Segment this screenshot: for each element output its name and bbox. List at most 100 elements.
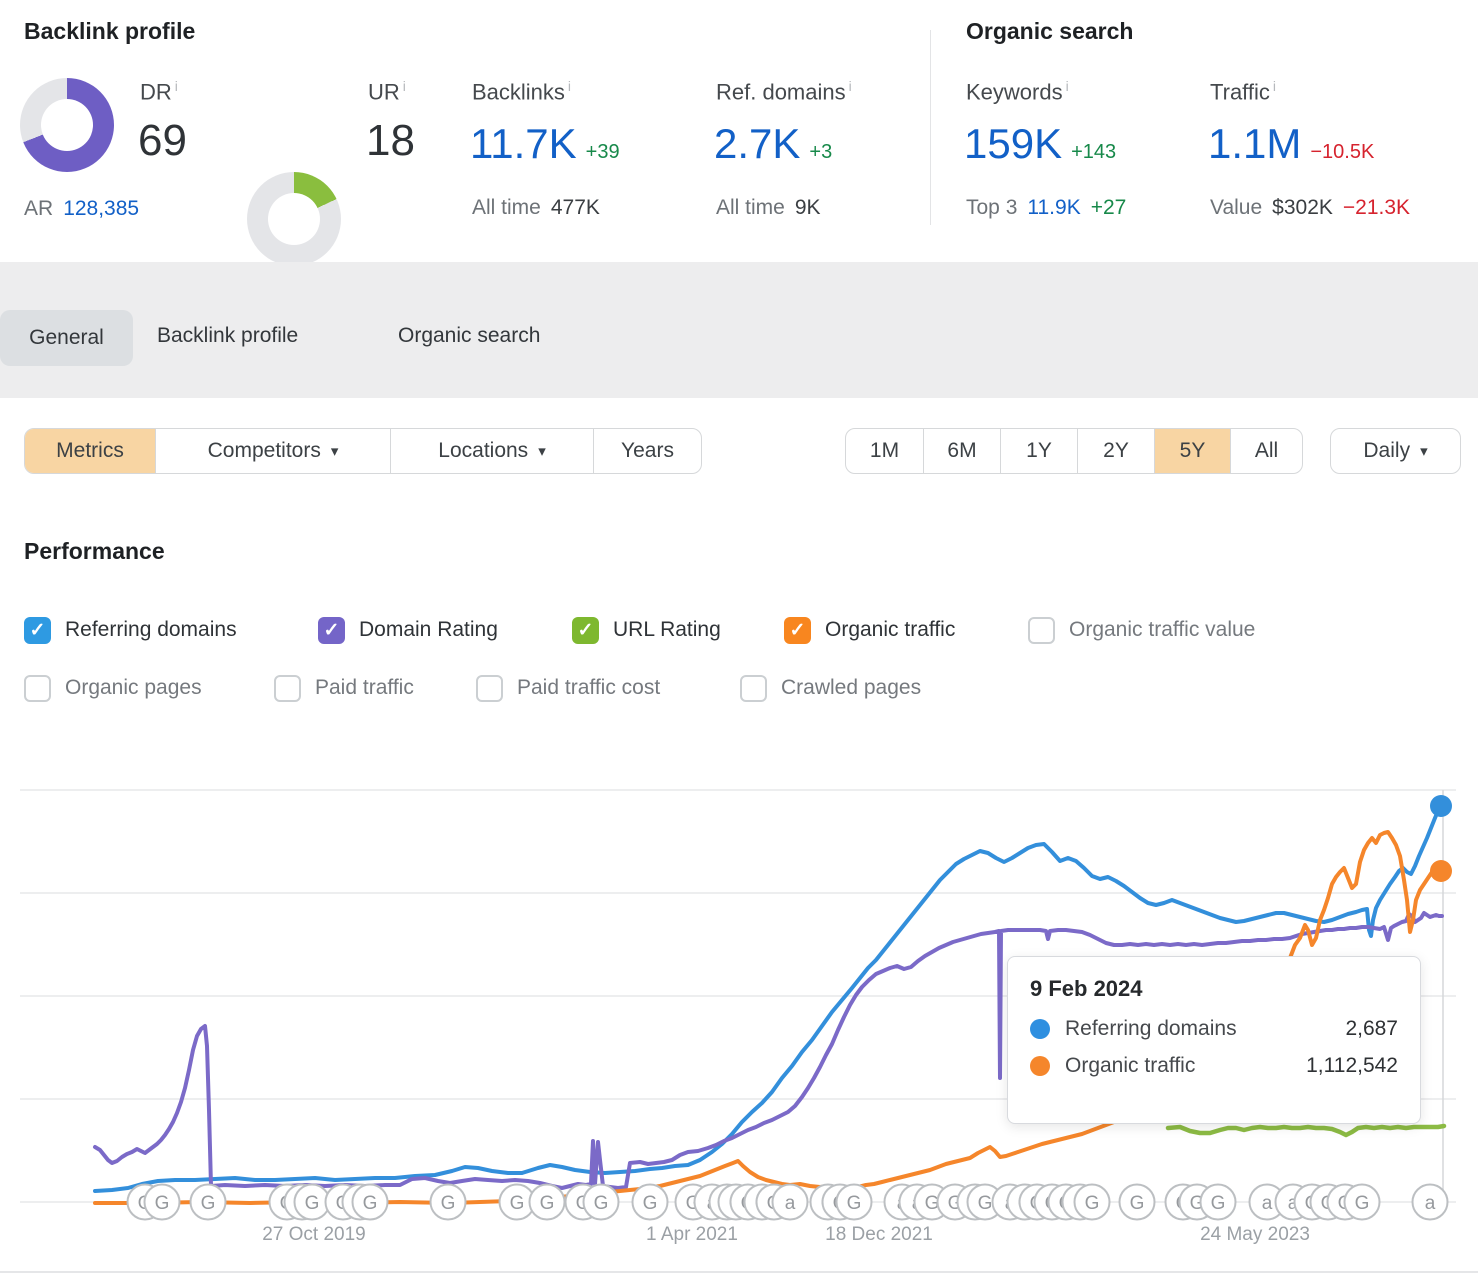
- performance-title: Performance: [24, 538, 165, 564]
- url-rating-donut: [247, 172, 341, 266]
- page-divider: [0, 1271, 1478, 1273]
- chevron-down-icon: ▾: [330, 443, 339, 460]
- ref-domains-value[interactable]: 2.7K: [714, 120, 801, 167]
- range-1m-button[interactable]: 1M: [846, 429, 924, 473]
- range-all-button[interactable]: All: [1254, 439, 1279, 462]
- info-icon[interactable]: i: [1272, 78, 1277, 94]
- performance-chart[interactable]: GGGGGGGGGGGGGGGGaGGGGGaGGGaaGGaGaGGGGaGG…: [0, 770, 1478, 1245]
- chevron-down-icon: ▾: [1420, 443, 1428, 460]
- traffic-value[interactable]: 1.1M: [1208, 120, 1302, 167]
- metric-toggle-paid-traffic[interactable]: Paid traffic: [274, 674, 414, 702]
- referring-domains-dot-icon: [1030, 1019, 1050, 1039]
- series-line-organic-traffic: [93, 830, 1443, 1205]
- backlinks-value-row: 11.7K +39: [470, 120, 620, 168]
- metric-toggle-label: Organic traffic: [825, 618, 956, 641]
- unchecked-checkbox-icon[interactable]: [1028, 616, 1055, 644]
- metric-toggle-organic-traffic-value[interactable]: Organic traffic value: [1028, 616, 1255, 644]
- info-icon[interactable]: i: [848, 78, 852, 94]
- top3-value[interactable]: 11.9K: [1027, 196, 1081, 219]
- google-update-marker[interactable]: G: [143, 1183, 181, 1221]
- organic-search-title: Organic search: [966, 18, 1134, 44]
- google-update-marker[interactable]: G: [498, 1183, 536, 1221]
- google-update-marker[interactable]: G: [293, 1183, 331, 1221]
- metric-toggle-referring-domains[interactable]: ✓ Referring domains: [24, 616, 237, 644]
- svg-text:G: G: [305, 1193, 320, 1214]
- ur-label: UR i: [368, 78, 406, 105]
- hover-point-referring-domains: [1430, 795, 1452, 817]
- checked-checkbox-icon[interactable]: ✓: [318, 616, 345, 644]
- range-1y-button[interactable]: 1Y: [1001, 429, 1078, 473]
- metric-toggle-paid-traffic-cost[interactable]: Paid traffic cost: [476, 674, 660, 702]
- tab-general[interactable]: General: [0, 310, 133, 366]
- unchecked-checkbox-icon[interactable]: [740, 674, 767, 702]
- ahrefs-update-marker[interactable]: a: [1411, 1183, 1449, 1221]
- series-line-domain-rating: [93, 911, 1444, 1190]
- unchecked-checkbox-icon[interactable]: [24, 674, 51, 702]
- keywords-value[interactable]: 159K: [964, 120, 1063, 167]
- info-icon[interactable]: i: [567, 78, 572, 94]
- tooltip-row: Organic traffic 1,112,542: [1030, 1054, 1398, 1078]
- keywords-delta: +143: [1071, 141, 1117, 163]
- ar-value[interactable]: 128,385: [63, 197, 140, 220]
- svg-text:G: G: [643, 1193, 658, 1214]
- tooltip-date: 9 Feb 2024: [1030, 976, 1143, 1001]
- google-update-marker[interactable]: G: [1073, 1183, 1111, 1221]
- checked-checkbox-icon[interactable]: ✓: [24, 616, 51, 644]
- google-update-marker[interactable]: G: [582, 1183, 620, 1221]
- ref-domains-label: Ref. domains i: [716, 78, 852, 105]
- svg-text:G: G: [978, 1193, 993, 1214]
- svg-text:G: G: [155, 1193, 170, 1214]
- google-update-marker[interactable]: G: [835, 1183, 873, 1221]
- info-icon[interactable]: i: [174, 78, 178, 94]
- google-update-marker[interactable]: G: [631, 1183, 669, 1221]
- google-update-marker[interactable]: G: [189, 1183, 227, 1221]
- metric-toggle-domain-rating[interactable]: ✓ Domain Rating: [318, 616, 498, 644]
- tooltip-row-value: 1,112,542: [1306, 1054, 1398, 1077]
- competitors-dropdown[interactable]: Competitors ▾: [156, 429, 391, 473]
- traffic-delta: −10.5K: [1310, 141, 1375, 163]
- metric-toggle-url-rating[interactable]: ✓ URL Rating: [572, 616, 721, 644]
- svg-text:G: G: [1211, 1193, 1226, 1214]
- section-divider: [930, 30, 931, 225]
- check-icon: ✓: [323, 619, 340, 641]
- google-update-marker[interactable]: G: [1343, 1183, 1381, 1221]
- range-2y-button[interactable]: 2Y: [1078, 429, 1155, 473]
- metric-toggle-organic-pages[interactable]: Organic pages: [24, 674, 202, 702]
- google-update-marker[interactable]: G: [528, 1183, 566, 1221]
- chart-tooltip: 9 Feb 2024 Referring domains 2,687 Organ…: [1007, 956, 1421, 1124]
- svg-text:a: a: [785, 1193, 796, 1214]
- series-line-url-rating: [1165, 1123, 1447, 1138]
- range-5y-button[interactable]: 5Y: [1155, 429, 1231, 473]
- unchecked-checkbox-icon[interactable]: [274, 674, 301, 702]
- google-update-marker[interactable]: G: [1118, 1183, 1156, 1221]
- range-6m-button[interactable]: 6M: [924, 429, 1001, 473]
- info-icon[interactable]: i: [1065, 78, 1069, 94]
- checked-checkbox-icon[interactable]: ✓: [784, 616, 811, 644]
- info-icon[interactable]: i: [402, 78, 406, 94]
- keywords-value-row: 159K +143: [964, 120, 1116, 168]
- tab-organic-search[interactable]: Organic search: [398, 324, 541, 347]
- domain-rating-donut: [20, 78, 114, 172]
- metric-toggle-label: URL Rating: [613, 618, 721, 641]
- svg-text:a: a: [1262, 1193, 1273, 1214]
- metric-toggle-label: Organic traffic value: [1069, 618, 1256, 641]
- years-button[interactable]: Years: [621, 439, 674, 462]
- metric-toggle-organic-traffic[interactable]: ✓ Organic traffic: [784, 616, 955, 644]
- svg-text:a: a: [1425, 1193, 1436, 1214]
- checked-checkbox-icon[interactable]: ✓: [572, 616, 599, 644]
- backlinks-value[interactable]: 11.7K: [470, 120, 577, 167]
- tab-backlink-profile[interactable]: Backlink profile: [157, 324, 299, 347]
- x-axis-label: 27 Oct 2019: [262, 1224, 366, 1245]
- metrics-button[interactable]: Metrics: [25, 429, 156, 473]
- locations-dropdown[interactable]: Locations ▾: [391, 429, 594, 473]
- google-update-marker[interactable]: G: [351, 1183, 389, 1221]
- google-update-marker[interactable]: G: [429, 1183, 467, 1221]
- daily-dropdown[interactable]: Daily ▾: [1363, 439, 1428, 462]
- unchecked-checkbox-icon[interactable]: [476, 674, 503, 702]
- svg-text:G: G: [1355, 1193, 1370, 1214]
- ref-domains-alltime-row: All time 9K: [716, 196, 821, 219]
- metric-toggle-crawled-pages[interactable]: Crawled pages: [740, 674, 921, 702]
- dr-value: 69: [138, 116, 187, 165]
- ahrefs-update-marker[interactable]: a: [771, 1183, 809, 1221]
- google-update-marker[interactable]: G: [1199, 1183, 1237, 1221]
